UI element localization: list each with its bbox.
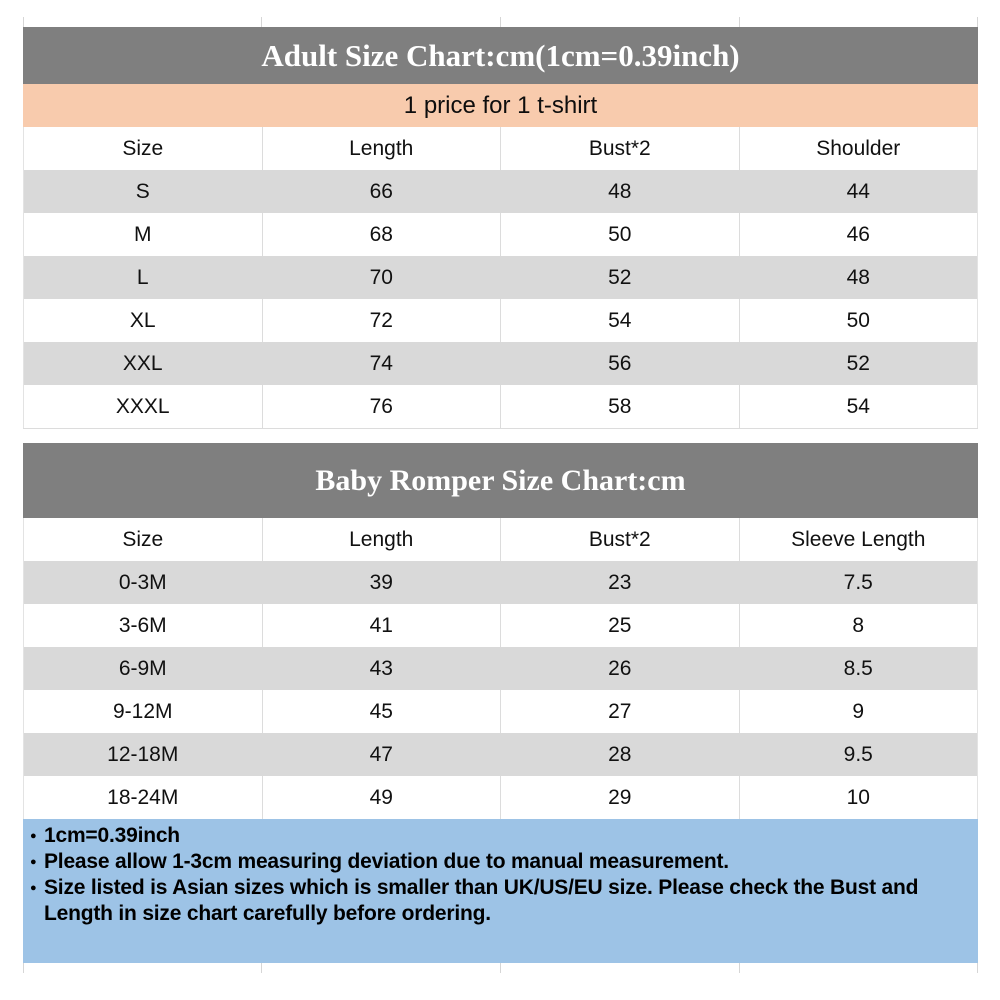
table-row: XXL 74 56 52 [23, 342, 978, 385]
table-cell: 6-9M [23, 647, 263, 690]
table-cell: 0-3M [23, 561, 263, 604]
baby-chart-title-bar: Baby Romper Size Chart:cm [23, 443, 978, 518]
size-chart-sheet: Adult Size Chart:cm(1cm=0.39inch) 1 pric… [23, 0, 978, 973]
gridline-tick [739, 17, 740, 27]
price-note-text: 1 price for 1 t-shirt [403, 91, 598, 119]
table-cell: 52 [739, 342, 978, 385]
table-cell: 28 [500, 733, 740, 776]
table-cell: 9.5 [739, 733, 978, 776]
bullet-icon: ● [30, 856, 37, 868]
note-text: Size listed is Asian sizes which is smal… [44, 876, 919, 925]
table-cell: 48 [500, 170, 740, 213]
gridline-tick [23, 963, 24, 973]
table-cell: 54 [500, 299, 740, 342]
table-cell: 39 [262, 561, 501, 604]
table-cell: 7.5 [739, 561, 978, 604]
column-header-sleeve-length: Sleeve Length [739, 518, 978, 561]
table-cell: XXXL [23, 385, 263, 429]
table-cell: 9 [852, 699, 865, 723]
table-cell: L [23, 256, 263, 299]
table-cell: 41 [262, 604, 501, 647]
table-cell: 25 [500, 604, 740, 647]
table-cell: 48 [739, 256, 978, 299]
note-item: ● Please allow 1-3cm measuring deviation… [30, 849, 966, 875]
table-row: 18-24M 49 29 10 [23, 776, 978, 819]
adult-table-header-row: Size Length Bust*2 Shoulder [23, 127, 978, 170]
gridline-tick [23, 17, 24, 27]
table-cell: 66 [262, 170, 501, 213]
table-cell: 49 [262, 776, 501, 819]
table-row: 0-3M 39 23 7.5 [23, 561, 978, 604]
table-row: 12-18M 47 28 9.5 [23, 733, 978, 776]
table-cell: 52 [500, 256, 740, 299]
bullet-icon: ● [30, 882, 37, 894]
gridline-tick [977, 963, 978, 973]
table-cell: 56 [500, 342, 740, 385]
baby-chart-title: Baby Romper Size Chart:cm [315, 463, 686, 497]
table-cell: 44 [739, 170, 978, 213]
table-cell: 27 [500, 690, 740, 733]
table-cell: 12-18M [23, 733, 263, 776]
table-cell: 46 [846, 222, 870, 246]
table-row: 9-12M 45 27 9 [23, 690, 978, 733]
table-cell: 10 [846, 785, 870, 809]
column-header-shoulder: Shoulder [739, 127, 978, 170]
table-cell: S [23, 170, 263, 213]
adult-size-table: Size Length Bust*2 Shoulder S 66 48 44 M… [23, 127, 978, 429]
table-cell: 45 [262, 690, 501, 733]
price-note-bar: 1 price for 1 t-shirt [23, 84, 978, 127]
note-text: Please allow 1-3cm measuring deviation d… [44, 850, 729, 873]
table-cell: 8 [852, 613, 865, 637]
table-cell: 29 [500, 776, 740, 819]
table-cell: 43 [262, 647, 501, 690]
table-cell: 72 [262, 299, 501, 342]
table-cell: 47 [262, 733, 501, 776]
adult-chart-title: Adult Size Chart:cm(1cm=0.39inch) [261, 37, 740, 73]
note-text: 1cm=0.39inch [44, 824, 180, 847]
column-header-length: Length [262, 127, 501, 170]
table-cell: 76 [262, 385, 501, 429]
notes-panel: ● 1cm=0.39inch ● Please allow 1-3cm meas… [23, 819, 978, 963]
note-item: ● 1cm=0.39inch [30, 823, 966, 849]
table-cell: 8.5 [739, 647, 978, 690]
table-row: S 66 48 44 [23, 170, 978, 213]
table-cell: M [23, 213, 263, 256]
gridline-tick [739, 963, 740, 973]
table-cell: 9-12M [23, 690, 263, 733]
table-row: 6-9M 43 26 8.5 [23, 647, 978, 690]
gridline-tick [500, 17, 501, 27]
table-row: XL 72 54 50 [23, 299, 978, 342]
gridline-tick [500, 963, 501, 973]
table-row: XXXL 76 58 54 [23, 385, 978, 429]
table-cell: 26 [500, 647, 740, 690]
baby-size-table: Size Length Bust*2 Sleeve Length 0-3M 39… [23, 518, 978, 819]
column-header-bust: Bust*2 [500, 127, 740, 170]
baby-table-header-row: Size Length Bust*2 Sleeve Length [23, 518, 978, 561]
table-row: 3-6M 41 25 8 [23, 604, 978, 647]
column-header-bust: Bust*2 [500, 518, 740, 561]
column-header-size: Size [23, 127, 263, 170]
gridline-tick [977, 17, 978, 27]
table-row: M 68 50 46 [23, 213, 978, 256]
table-cell: 58 [500, 385, 740, 429]
adult-chart-title-bar: Adult Size Chart:cm(1cm=0.39inch) [23, 27, 978, 84]
column-header-size: Size [23, 518, 263, 561]
table-cell: 18-24M [23, 776, 263, 819]
table-cell: 50 [846, 308, 870, 332]
table-cell: 70 [262, 256, 501, 299]
gridline-tick [261, 963, 262, 973]
table-row: L 70 52 48 [23, 256, 978, 299]
note-item: ● Size listed is Asian sizes which is sm… [30, 875, 966, 927]
bullet-icon: ● [30, 830, 37, 842]
gridline-tick [261, 17, 262, 27]
table-cell: 3-6M [23, 604, 263, 647]
table-cell: 50 [500, 213, 740, 256]
table-cell: 68 [262, 213, 501, 256]
table-cell: 54 [846, 394, 870, 418]
table-cell: 23 [500, 561, 740, 604]
table-cell: 74 [262, 342, 501, 385]
column-header-length: Length [262, 518, 501, 561]
table-cell: XL [23, 299, 263, 342]
table-cell: XXL [23, 342, 263, 385]
